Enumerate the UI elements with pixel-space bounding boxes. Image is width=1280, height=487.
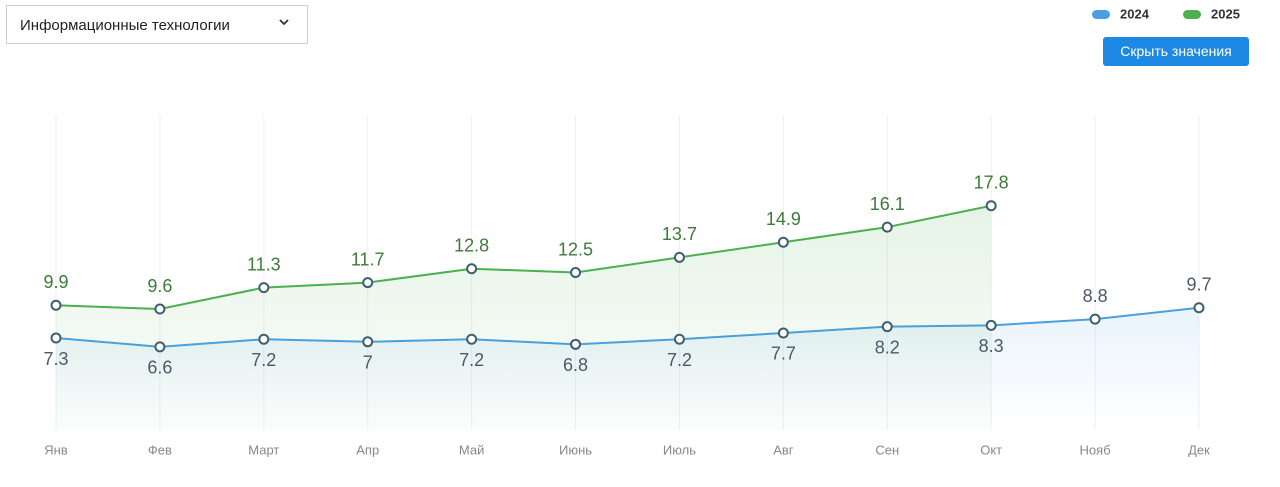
data-label: 8.3 <box>979 336 1004 356</box>
x-tick-label: Май <box>459 442 484 457</box>
legend-swatch <box>1092 10 1110 19</box>
data-label: 11.3 <box>247 254 281 274</box>
data-label: 8.2 <box>875 337 900 357</box>
data-point <box>362 277 374 289</box>
data-point <box>673 251 685 263</box>
toggle-values-button[interactable]: Скрыть значения <box>1103 37 1249 66</box>
data-label: 16.1 <box>870 194 905 214</box>
data-point <box>258 282 270 294</box>
series-area <box>56 307 1199 430</box>
data-label: 13.7 <box>662 224 697 244</box>
data-label: 12.8 <box>454 235 489 255</box>
data-point <box>154 341 166 353</box>
data-point <box>777 327 789 339</box>
x-tick-label: Янв <box>44 442 68 457</box>
x-tick-label: Фев <box>148 442 172 457</box>
data-label: 7.2 <box>251 350 276 370</box>
x-tick-label: Апр <box>356 442 379 457</box>
data-point <box>362 336 374 348</box>
data-point <box>466 263 478 275</box>
x-tick-label: Сен <box>875 442 899 457</box>
data-label: 7 <box>363 353 373 373</box>
data-label: 7.7 <box>771 344 796 364</box>
data-point <box>985 319 997 331</box>
x-tick-label: Нояб <box>1080 442 1111 457</box>
data-label: 12.5 <box>558 239 593 259</box>
data-label: 9.7 <box>1186 275 1211 295</box>
data-label: 7.3 <box>43 349 68 369</box>
data-point <box>985 200 997 212</box>
data-point <box>50 299 62 311</box>
category-select[interactable]: Информационные технологии <box>6 5 308 44</box>
x-tick-label: Дек <box>1188 442 1210 457</box>
data-point <box>881 221 893 233</box>
select-value: Информационные технологии <box>20 17 230 34</box>
data-label: 9.9 <box>43 272 68 292</box>
data-label: 6.8 <box>563 355 588 375</box>
data-label: 6.6 <box>147 358 172 378</box>
data-point <box>881 321 893 333</box>
data-label: 7.2 <box>667 350 692 370</box>
chevron-icon <box>279 19 289 26</box>
data-label: 17.8 <box>974 172 1009 192</box>
data-point <box>154 303 166 315</box>
data-point <box>50 332 62 344</box>
data-point <box>570 267 582 278</box>
x-tick-label: Июнь <box>559 442 592 457</box>
series-line <box>55 204 992 311</box>
series-line <box>55 306 1200 348</box>
x-tick-label: Март <box>248 442 279 457</box>
series-area <box>56 205 992 430</box>
data-point <box>258 333 270 345</box>
legend-swatch <box>1183 10 1201 19</box>
data-label: 11.7 <box>351 249 385 269</box>
legend-label: 2025 <box>1211 6 1240 21</box>
data-label: 14.9 <box>766 209 801 229</box>
x-tick-label: Авг <box>773 442 794 457</box>
data-point <box>570 338 582 350</box>
data-point <box>673 333 685 345</box>
legend-label: 2024 <box>1120 6 1150 21</box>
data-point <box>1193 302 1205 314</box>
x-tick-label: Окт <box>980 442 1002 457</box>
x-tick-label: Июль <box>663 442 696 457</box>
data-point <box>466 333 478 345</box>
data-label: 7.2 <box>459 350 484 370</box>
data-point <box>777 236 789 248</box>
data-label: 9.6 <box>147 276 172 296</box>
data-point <box>1089 313 1101 325</box>
data-label: 8.8 <box>1083 286 1108 306</box>
